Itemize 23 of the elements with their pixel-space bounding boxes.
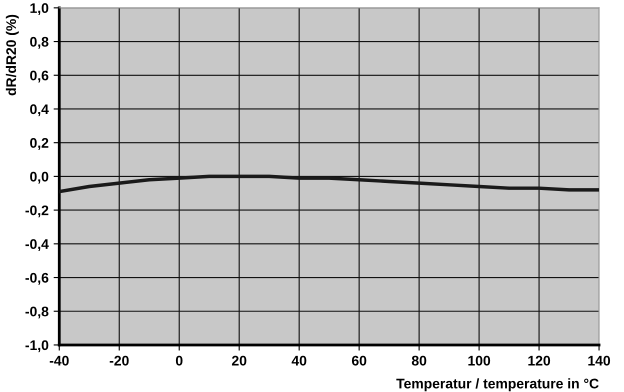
y-tick-label: -0,8	[25, 306, 48, 318]
x-tick-label: -20	[110, 356, 129, 366]
x-tick-label: 100	[468, 356, 490, 366]
x-tick-label: 120	[528, 356, 550, 366]
x-tick-label: 60	[352, 356, 366, 366]
y-tick-label: -0,2	[25, 205, 48, 218]
y-tick-label: 0,0	[30, 172, 48, 184]
x-axis-title: Temperatur / temperature in °C	[396, 378, 599, 392]
x-tick-label: 40	[292, 356, 306, 366]
y-axis-title: dR/dR20 (%)	[6, 14, 19, 96]
x-tick-label: 140	[588, 356, 610, 366]
x-tick-label: -40	[50, 356, 69, 366]
y-tick-label: -0,6	[25, 272, 48, 285]
y-tick-label: 0,2	[30, 138, 48, 150]
y-tick-label: 0,6	[30, 70, 48, 82]
y-tick-label: 0,4	[30, 104, 49, 116]
x-tick-label: 80	[412, 356, 426, 366]
x-tick-label: 20	[232, 356, 246, 366]
y-tick-label: -1,0	[25, 340, 48, 352]
y-tick-label: 1,0	[30, 3, 48, 16]
x-tick-label: 0	[176, 356, 183, 366]
y-tick-label: -0,4	[25, 239, 49, 252]
y-tick-label: 0,8	[30, 36, 48, 49]
